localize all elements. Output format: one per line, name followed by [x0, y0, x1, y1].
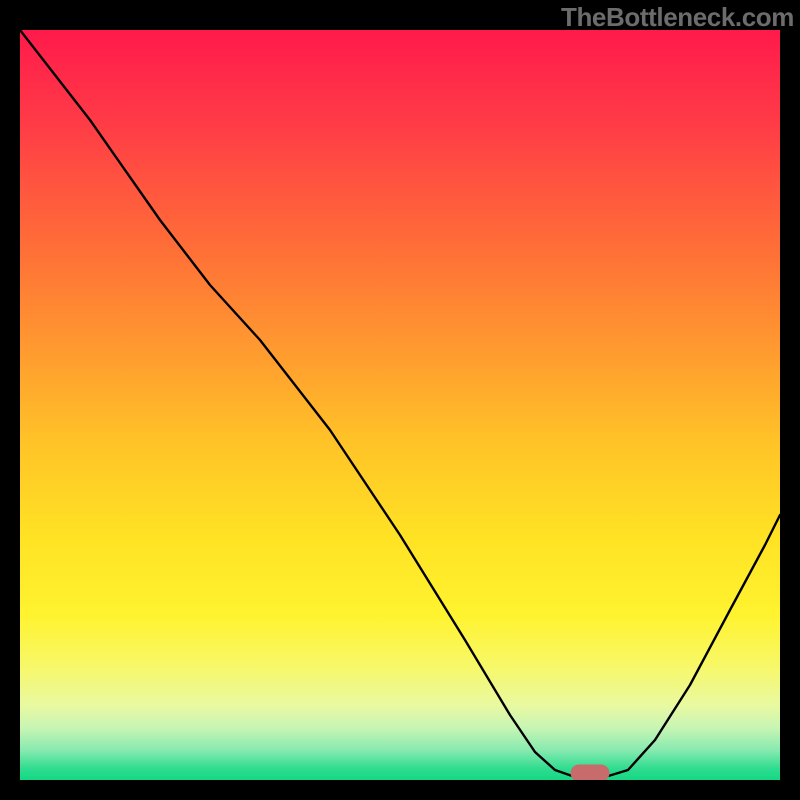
watermark-text: TheBottleneck.com	[561, 2, 794, 33]
plot-area	[20, 30, 780, 780]
bottleneck-chart	[0, 0, 800, 800]
optimum-marker	[571, 765, 609, 781]
panel-bottom	[0, 780, 800, 800]
panel-left	[0, 0, 20, 800]
chart-stage: TheBottleneck.com	[0, 0, 800, 800]
panel-right	[780, 0, 800, 800]
